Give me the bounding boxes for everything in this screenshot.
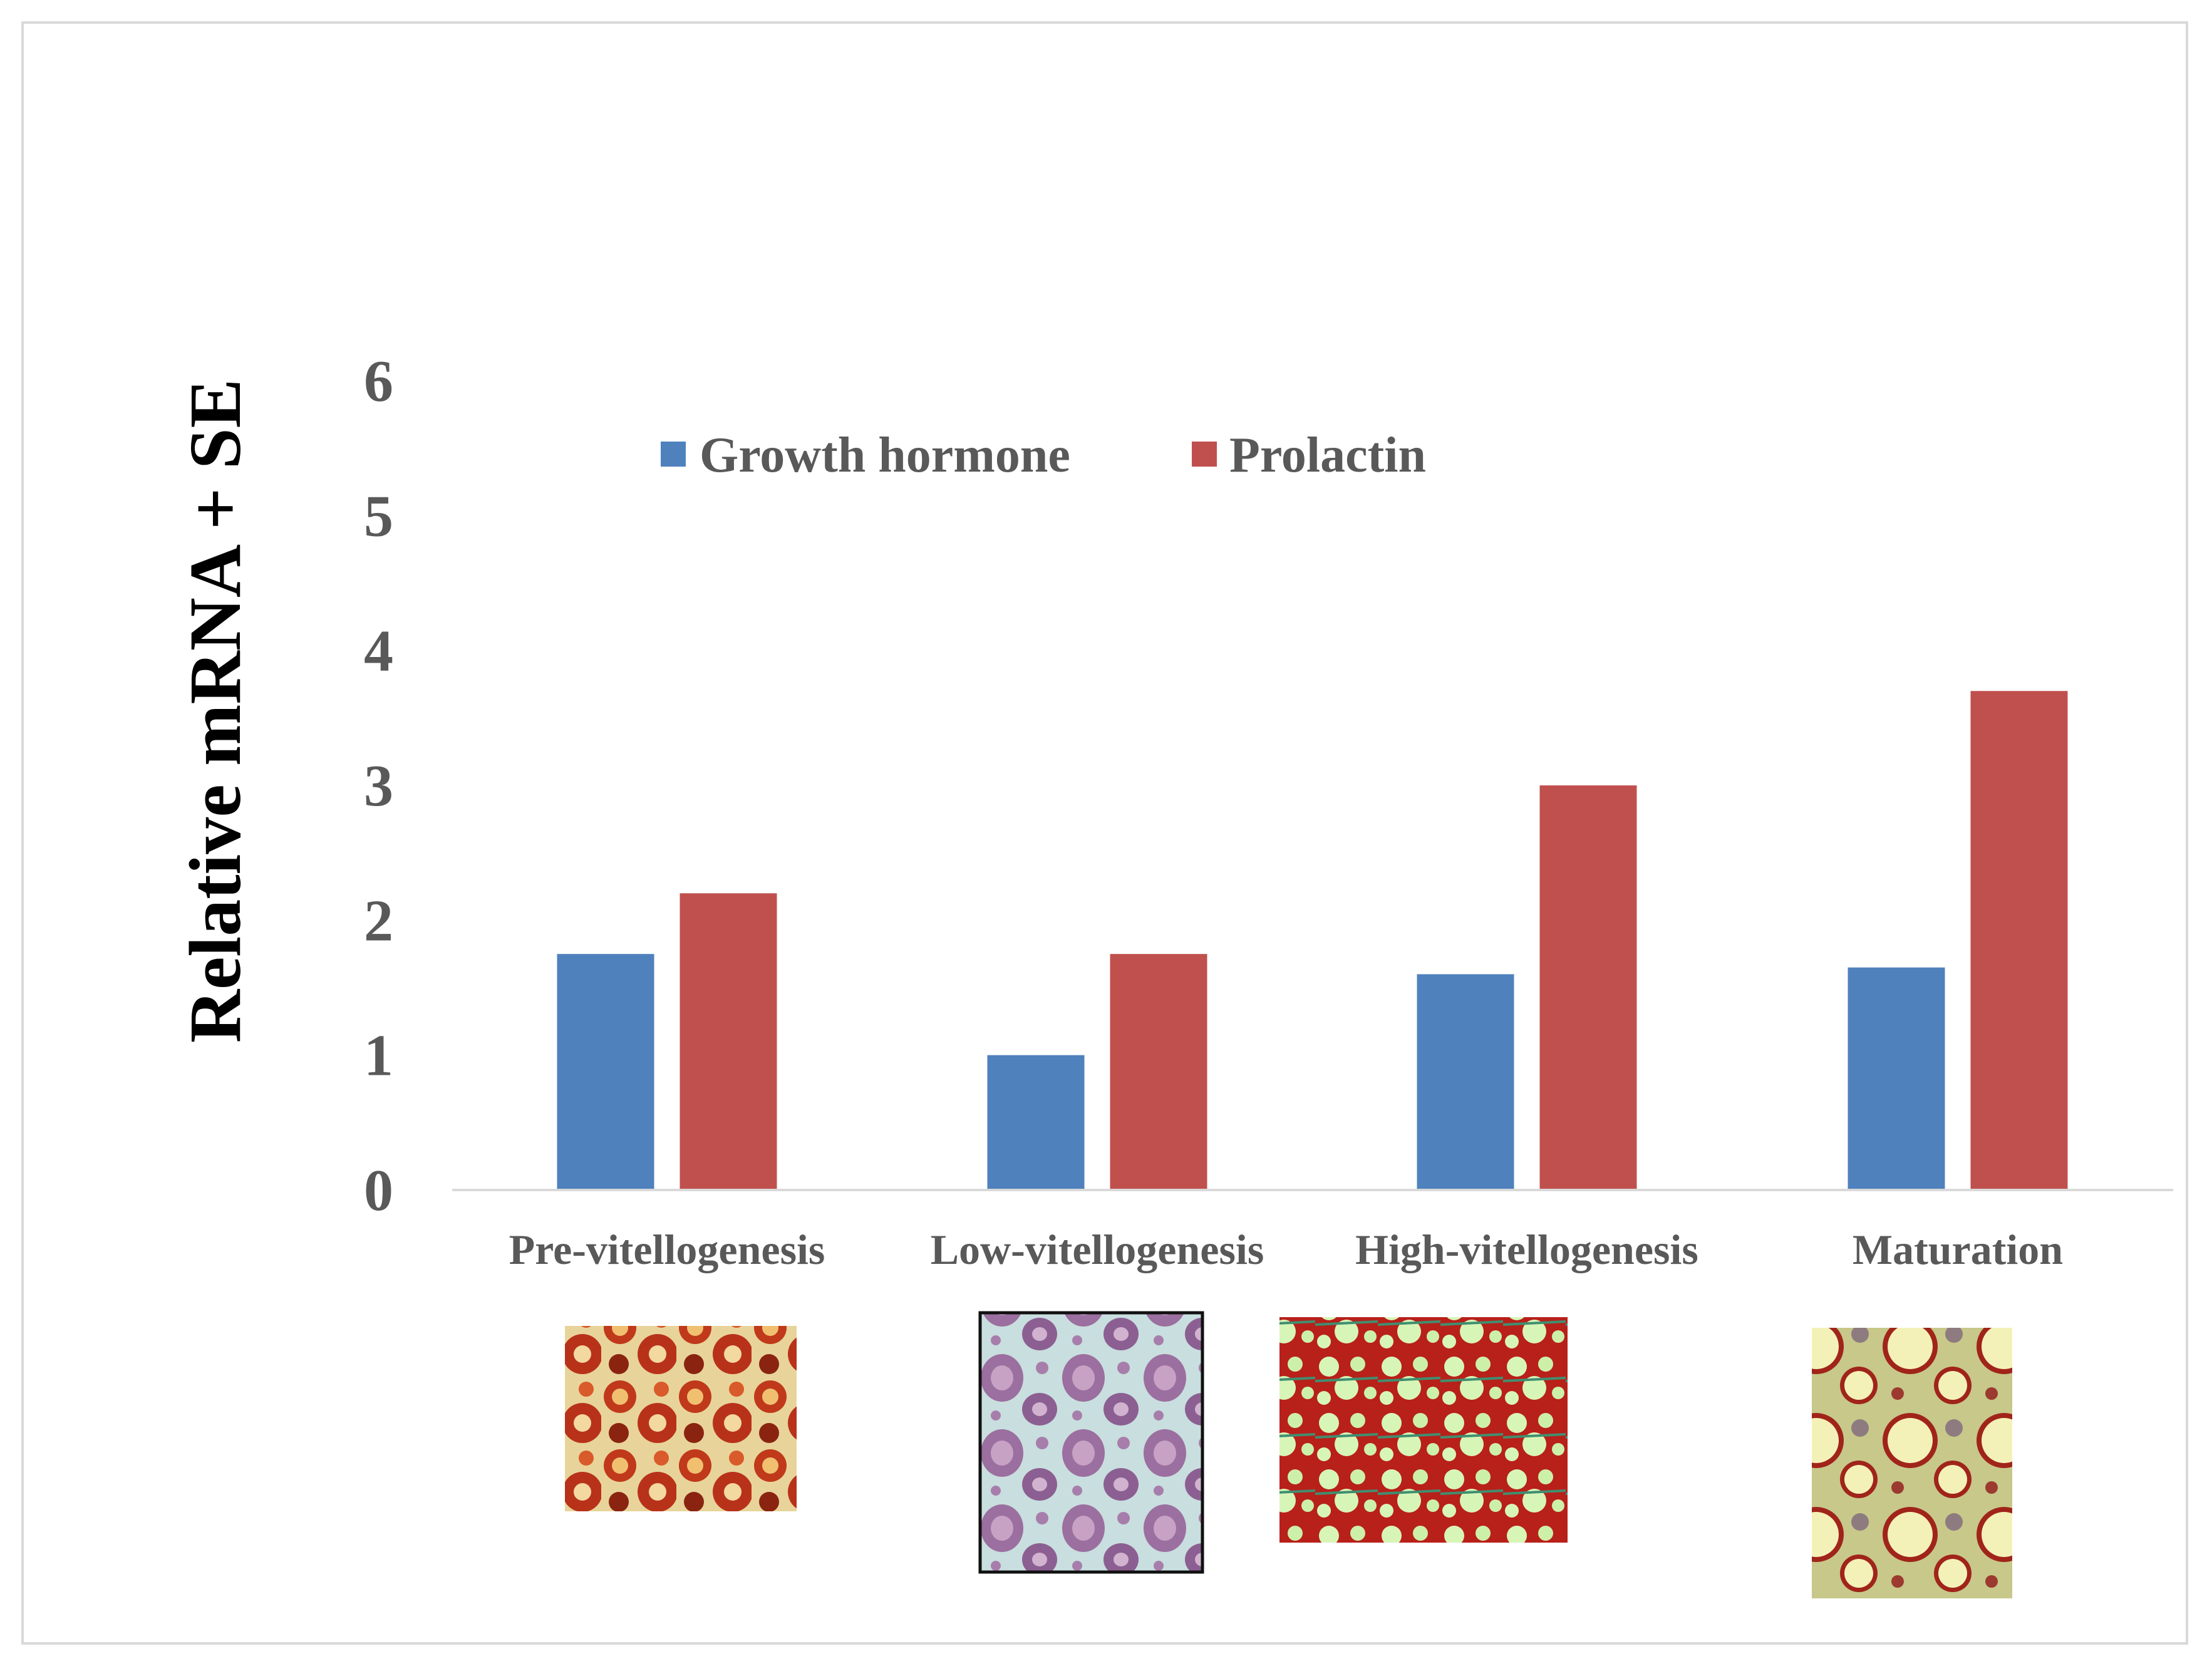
micrograph-pre-vitellogenesis xyxy=(565,1326,797,1511)
category-label: High-vitellogenesis xyxy=(1355,1226,1698,1273)
bar-prolactin xyxy=(1110,954,1207,1190)
y-tick-label: 2 xyxy=(364,888,393,953)
bar-growth-hormone xyxy=(1417,974,1514,1190)
bars xyxy=(557,691,2068,1190)
bar-prolactin xyxy=(680,893,777,1190)
legend-swatch-prolactin xyxy=(1192,442,1217,467)
y-tick-label: 4 xyxy=(364,619,393,684)
micrographs xyxy=(565,1311,2012,1598)
y-tick-label: 3 xyxy=(364,753,393,819)
bar-growth-hormone xyxy=(557,954,654,1190)
micrograph-maturation xyxy=(1812,1328,2012,1598)
bar-prolactin xyxy=(1539,785,1637,1190)
legend-swatch-growth-hormone xyxy=(661,442,686,467)
micrograph-high-vitellogenesis xyxy=(1279,1317,1568,1543)
y-tick-label: 1 xyxy=(364,1023,393,1089)
category-label: Maturation xyxy=(1853,1226,2063,1273)
category-label: Pre-vitellogenesis xyxy=(509,1226,825,1273)
legend-label-prolactin: Prolactin xyxy=(1229,428,1426,483)
y-tick-labels: 0 1 2 3 4 5 6 xyxy=(364,349,393,1223)
legend: Growth hormone Prolactin xyxy=(661,428,1426,483)
legend-label-growth-hormone: Growth hormone xyxy=(700,428,1070,483)
y-tick-label: 0 xyxy=(364,1158,393,1223)
y-tick-label: 5 xyxy=(364,484,393,549)
micrograph-low-vitellogenesis xyxy=(978,1311,1204,1574)
bar-growth-hormone xyxy=(1848,967,1945,1190)
category-label: Low-vitellogenesis xyxy=(931,1226,1264,1273)
y-axis-title: Relative mRNA + SE xyxy=(174,379,256,1043)
bar-prolactin xyxy=(1970,691,2068,1190)
category-labels: Pre-vitellogenesis Low-vitellogenesis Hi… xyxy=(509,1226,2064,1273)
y-tick-label: 6 xyxy=(364,349,393,414)
bar-growth-hormone xyxy=(987,1055,1085,1190)
